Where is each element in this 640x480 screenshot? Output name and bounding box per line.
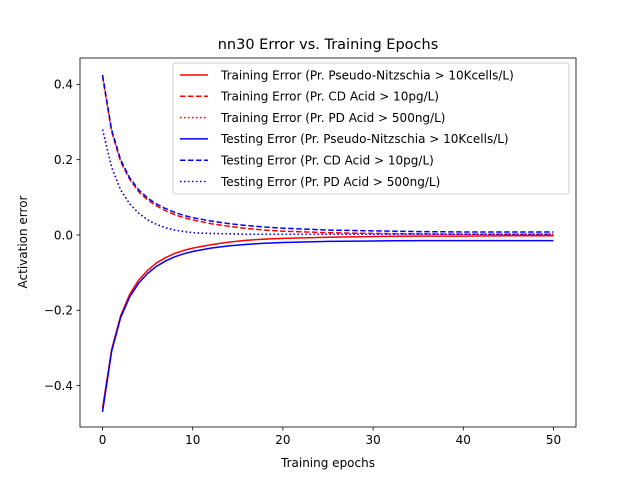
series-line-6 [101,129,554,235]
x-axis-label: Training epochs [280,456,375,470]
legend-label-3: Training Error (Pr. PD Acid > 500ng/L) [220,111,445,125]
series-line-4 [101,239,554,413]
series-line-5 [101,74,554,233]
legend-label-6: Testing Error (Pr. PD Acid > 500ng/L) [220,175,440,189]
legend-label-5: Testing Error (Pr. CD Acid > 10pg/L) [220,154,434,168]
legend-label-4: Testing Error (Pr. Pseudo-Nitzschia > 10… [220,132,509,146]
y-tick-label: 0.0 [54,228,73,242]
plot-area [101,74,554,413]
x-tick-label: 50 [546,433,561,447]
axes: 0 10 20 30 40 50 −0.4 −0.2 0.0 0.2 0.4 [44,57,577,447]
legend-label-1: Training Error (Pr. Pseudo-Nitzschia > 1… [220,68,514,82]
legend: Training Error (Pr. Pseudo-Nitzschia > 1… [172,62,570,195]
legend-box [172,62,570,195]
series-line-1 [101,234,554,409]
legend-label-2: Training Error (Pr. CD Acid > 10pg/L) [220,90,439,104]
x-tick-label: 20 [275,433,290,447]
y-tick-label: 0.2 [54,153,73,167]
y-tick-label: −0.2 [44,304,73,318]
chart-title: nn30 Error vs. Training Epochs [218,37,439,53]
axes-frame [79,57,577,428]
series-line-2 [101,76,554,235]
y-axis-label: Activation error [16,195,30,288]
x-tick-label: 0 [99,433,107,447]
y-tick-label: 0.4 [54,78,73,92]
x-tick-label: 10 [185,433,200,447]
x-tick-label: 40 [456,433,471,447]
x-tick-label: 30 [365,433,380,447]
y-tick-label: −0.4 [44,379,73,393]
